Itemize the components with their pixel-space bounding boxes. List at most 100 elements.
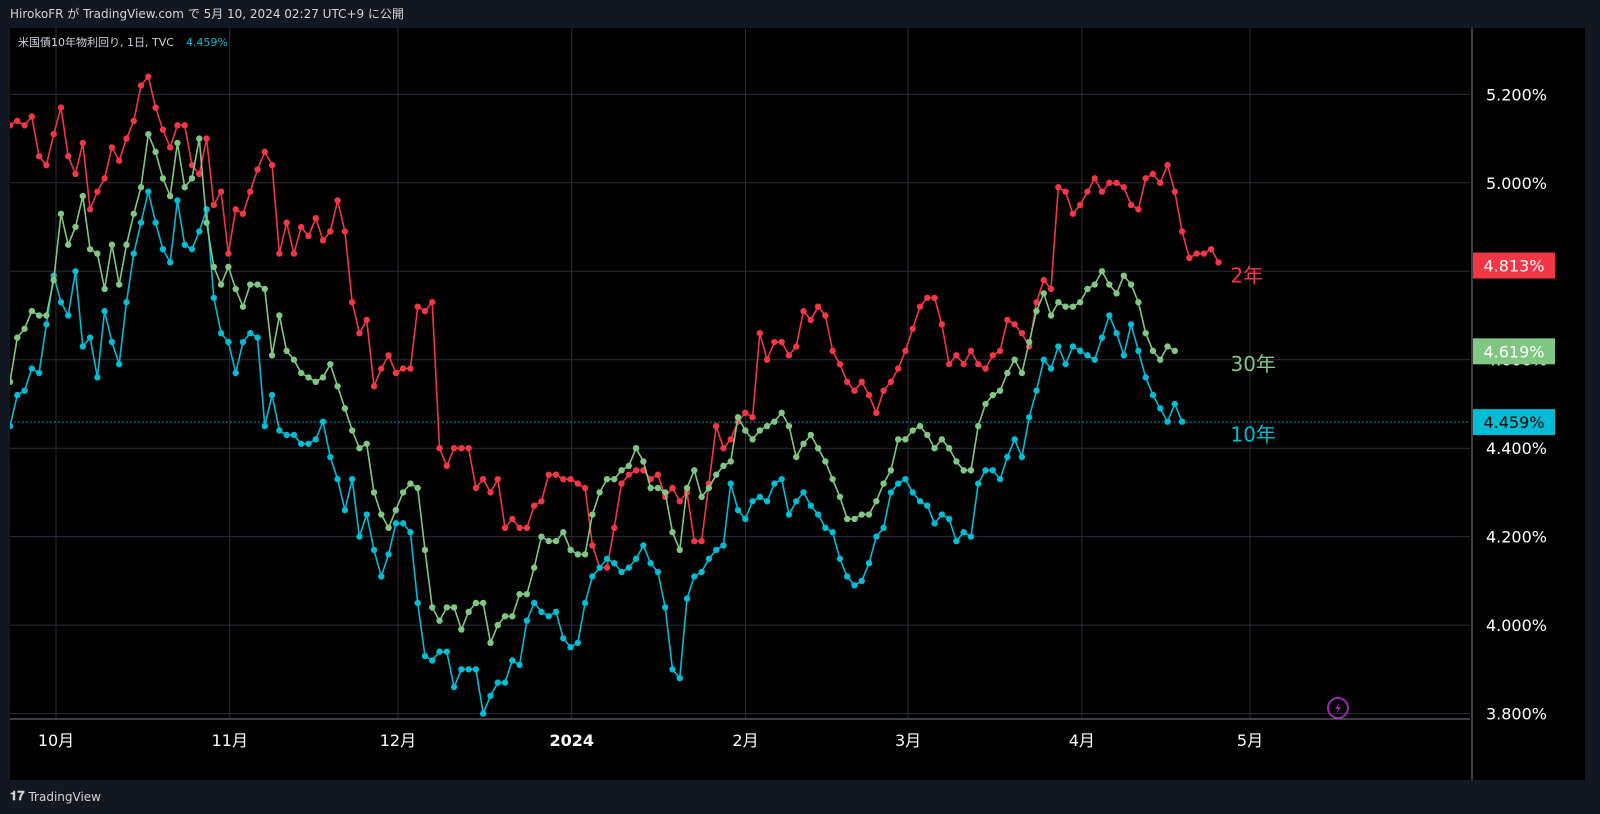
- data-point: [65, 241, 72, 248]
- data-point: [65, 153, 72, 160]
- data-point: [865, 559, 873, 567]
- data-point: [691, 537, 698, 545]
- data-point: [472, 599, 480, 607]
- data-point: [931, 444, 938, 452]
- publish-info-bar: HirokoFR が TradingView.com で 5月 10, 2024…: [0, 0, 1600, 28]
- data-point: [225, 338, 232, 346]
- data-point: [137, 82, 145, 89]
- data-point: [676, 674, 683, 682]
- data-point: [945, 515, 953, 523]
- data-point: [254, 334, 261, 341]
- data-point: [676, 498, 683, 505]
- data-point: [348, 427, 356, 434]
- data-point: [1135, 299, 1142, 306]
- data-point: [50, 130, 57, 138]
- data-point: [814, 511, 822, 518]
- data-point: [28, 113, 36, 120]
- data-point: [924, 502, 931, 509]
- data-point: [378, 511, 385, 518]
- data-point: [865, 511, 873, 518]
- data-point: [683, 484, 691, 492]
- publish-text: HirokoFR が TradingView.com で 5月 10, 2024…: [10, 7, 404, 21]
- data-point: [1142, 329, 1149, 337]
- data-point: [530, 564, 538, 571]
- tradingview-brand[interactable]: 𝟏𝟕 TradingView: [10, 789, 101, 804]
- data-point: [327, 360, 334, 368]
- data-point: [188, 245, 196, 253]
- data-point: [1171, 347, 1179, 355]
- data-point: [727, 458, 734, 465]
- data-point: [683, 595, 691, 602]
- data-point: [771, 338, 778, 346]
- data-point: [290, 431, 298, 439]
- data-point: [953, 537, 960, 545]
- data-point: [785, 352, 793, 359]
- data-point: [632, 444, 640, 452]
- data-point: [21, 387, 28, 394]
- data-point: [101, 307, 108, 315]
- data-point: [1120, 184, 1128, 191]
- data-point: [1091, 356, 1098, 363]
- data-point: [268, 352, 276, 359]
- data-point: [123, 241, 130, 248]
- data-point: [742, 515, 749, 523]
- data-point: [152, 148, 159, 156]
- data-point: [65, 312, 72, 319]
- data-point: [166, 144, 174, 151]
- data-point: [662, 604, 669, 611]
- data-point: [975, 360, 982, 368]
- data-point: [465, 608, 472, 616]
- data-point: [902, 475, 909, 483]
- data-point: [145, 130, 152, 138]
- data-point: [14, 334, 21, 341]
- data-point: [356, 444, 363, 452]
- data-point: [217, 329, 225, 337]
- data-point: [530, 599, 538, 607]
- data-point: [705, 555, 713, 562]
- data-point: [305, 440, 312, 447]
- data-point: [516, 661, 523, 669]
- data-point: [290, 356, 298, 363]
- series-line-y10: [9, 191, 1183, 717]
- yield-chart[interactable]: 5.200%5.000%4.800%4.600%4.400%4.200%4.00…: [6, 28, 1585, 780]
- data-point: [545, 537, 552, 545]
- data-point: [756, 493, 764, 501]
- data-point: [611, 559, 618, 567]
- data-point: [1120, 352, 1128, 359]
- data-point: [705, 484, 713, 492]
- data-point: [225, 263, 232, 271]
- data-point: [975, 480, 982, 487]
- footer-bar: 𝟏𝟕 TradingView: [0, 780, 1600, 814]
- data-point: [334, 383, 341, 390]
- data-point: [1018, 369, 1026, 377]
- price-tag-y10: [1473, 409, 1555, 436]
- price-tag-y30: [1473, 338, 1555, 365]
- data-point: [844, 573, 851, 580]
- data-point: [807, 502, 814, 509]
- data-point: [1033, 299, 1040, 306]
- data-point: [698, 537, 705, 545]
- data-point: [727, 436, 734, 443]
- data-point: [611, 475, 618, 483]
- data-point: [436, 617, 443, 624]
- data-point: [108, 144, 116, 151]
- data-point: [945, 444, 953, 452]
- data-point: [145, 188, 152, 195]
- data-point: [421, 307, 429, 315]
- data-point: [1084, 352, 1091, 359]
- data-point: [887, 378, 895, 386]
- data-point: [450, 444, 458, 452]
- data-point: [909, 325, 916, 332]
- y-tick-label: 5.200%: [1486, 85, 1547, 104]
- lightning-icon[interactable]: [1327, 697, 1349, 719]
- data-point: [669, 529, 676, 536]
- data-point: [319, 237, 327, 244]
- data-point: [43, 312, 50, 319]
- data-point: [50, 276, 57, 284]
- data-point: [1186, 254, 1193, 262]
- data-point: [57, 210, 65, 217]
- data-point: [312, 378, 319, 386]
- data-point: [712, 471, 720, 478]
- data-point: [1113, 329, 1120, 337]
- chart-area[interactable]: 5.200%5.000%4.800%4.600%4.400%4.200%4.00…: [6, 28, 1585, 780]
